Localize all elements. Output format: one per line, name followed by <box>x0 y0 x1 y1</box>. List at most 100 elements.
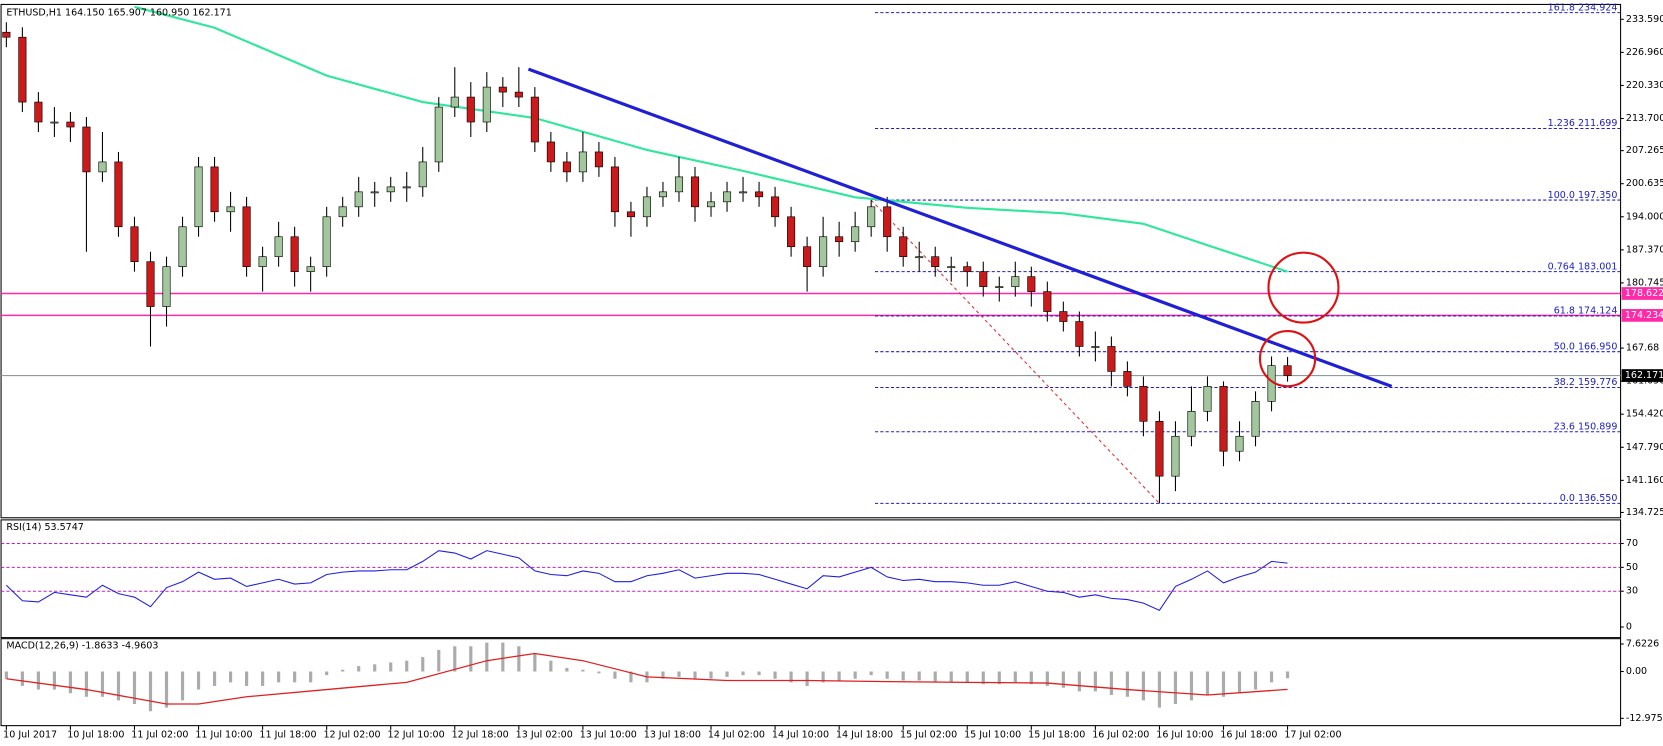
macd-bar <box>244 671 249 686</box>
macd-bar <box>1285 671 1290 679</box>
macd-bar <box>901 671 905 681</box>
macd-bar <box>1109 671 1113 695</box>
macd-bar <box>4 671 8 679</box>
x-tick-label: 10 Jul 2017 <box>3 730 57 741</box>
candle-body <box>1187 411 1196 437</box>
candle-body <box>114 161 123 228</box>
candle-body <box>1043 291 1052 312</box>
fib-value: 174.124 <box>1578 305 1617 316</box>
macd-title: MACD(12,26,9) -1.8633 -4.9603 <box>6 641 158 652</box>
macd-bar <box>1157 671 1162 708</box>
fib-value: 166.950 <box>1578 341 1617 352</box>
macd-bar <box>1061 671 1065 688</box>
fib-ratio: 0.764 <box>1548 261 1575 272</box>
y-tick-label: 154.420 <box>1626 409 1663 420</box>
fib-label: 23.6 150.899 <box>1554 421 1618 432</box>
macd-bar <box>373 664 377 672</box>
candle-body <box>1155 420 1164 477</box>
macd-bar <box>1253 671 1258 690</box>
macd-bar <box>581 669 585 672</box>
candle-body <box>82 126 91 173</box>
y-tick-label: 213.700 <box>1626 113 1663 124</box>
candle-body <box>931 256 940 267</box>
fib-label: 100.0 197.350 <box>1548 189 1618 200</box>
macd-bar <box>757 671 761 676</box>
macd-bar <box>837 671 841 681</box>
fib-value: 150.899 <box>1578 421 1617 432</box>
candle-body <box>578 151 587 173</box>
candle-body <box>947 266 956 269</box>
macd-bar <box>517 646 521 672</box>
candle-body <box>418 161 427 188</box>
price-tag <box>1621 369 1663 382</box>
macd-panel <box>0 638 1622 727</box>
macd-bar <box>1093 671 1097 692</box>
fib-label: 50.0 166.950 <box>1554 341 1618 352</box>
candle-body <box>1123 371 1132 387</box>
rsi-line <box>5 550 1288 611</box>
candle-body <box>803 246 812 267</box>
moving-average <box>134 5 1288 273</box>
candle-body <box>306 266 315 272</box>
fib-ratio: 161.8 <box>1548 2 1575 13</box>
last-price-label: 162.171 <box>1625 370 1663 381</box>
candle-body <box>867 206 876 228</box>
candle-body <box>386 186 395 193</box>
candle-body <box>1171 435 1180 477</box>
rsi-title: RSI(14) 53.5747 <box>6 522 84 533</box>
x-tick-label: 12 Jul 18:00 <box>452 730 509 741</box>
candle-body <box>1203 386 1212 412</box>
y-tick-label: 187.370 <box>1626 244 1663 255</box>
fib-ratio: 50.0 <box>1554 341 1575 352</box>
macd-bar <box>1141 671 1146 701</box>
candle-body <box>242 206 251 267</box>
fib-label: 38.2 159.776 <box>1554 377 1618 388</box>
y-tick-label: 7.6226 <box>1626 639 1659 650</box>
candle-body <box>146 261 155 307</box>
macd-bar <box>917 671 921 681</box>
macd-bar <box>597 671 601 674</box>
candle-body <box>883 206 892 238</box>
macd-bar <box>1237 671 1242 694</box>
x-tick-label: 14 Jul 02:00 <box>708 730 765 741</box>
candle-body <box>290 236 299 272</box>
price-panel <box>0 3 1622 519</box>
chart-title: ETHUSD,H1 164.150 165.907 160.950 162.17… <box>6 7 231 18</box>
candle-body <box>514 91 523 98</box>
y-tick-label: 30 <box>1626 586 1638 597</box>
rsi-panel <box>0 519 1622 639</box>
macd-bar <box>52 671 56 690</box>
macd-bar <box>965 671 969 683</box>
fib-label: 0.0 136.550 <box>1560 493 1618 504</box>
macd-bar <box>164 671 169 708</box>
candle-body <box>642 196 651 218</box>
candle-body <box>546 141 555 163</box>
macd-bar <box>36 671 40 690</box>
candle-body <box>1283 365 1292 376</box>
x-tick-label: 11 Jul 18:00 <box>259 730 316 741</box>
fib-value: 136.550 <box>1578 493 1617 504</box>
y-tick-label: 141.160 <box>1626 475 1663 486</box>
macd-bar <box>1125 671 1129 697</box>
x-tick-label: 13 Jul 02:00 <box>516 730 573 741</box>
candle-body <box>915 256 924 259</box>
candle-body <box>562 161 571 173</box>
macd-bar <box>469 646 473 672</box>
fib-ratio: 1.236 <box>1548 118 1575 129</box>
macd-bar <box>1013 671 1017 683</box>
x-tick-label: 15 Jul 18:00 <box>1028 730 1085 741</box>
candle-body <box>1091 346 1100 348</box>
x-tick-label: 16 Jul 18:00 <box>1220 730 1277 741</box>
candle-body <box>338 206 347 218</box>
macd-bar <box>805 671 809 686</box>
macd-bar <box>709 671 713 679</box>
candle-body <box>626 211 635 218</box>
y-tick-label: 200.635 <box>1626 178 1663 189</box>
fib-value: 211.699 <box>1578 118 1617 129</box>
fib-ratio: 100.0 <box>1548 189 1575 200</box>
macd-bar <box>228 671 233 683</box>
fib-ratio: 23.6 <box>1554 421 1575 432</box>
candle-body <box>258 256 267 267</box>
candle-body <box>674 176 684 193</box>
macd-bar <box>212 671 217 686</box>
